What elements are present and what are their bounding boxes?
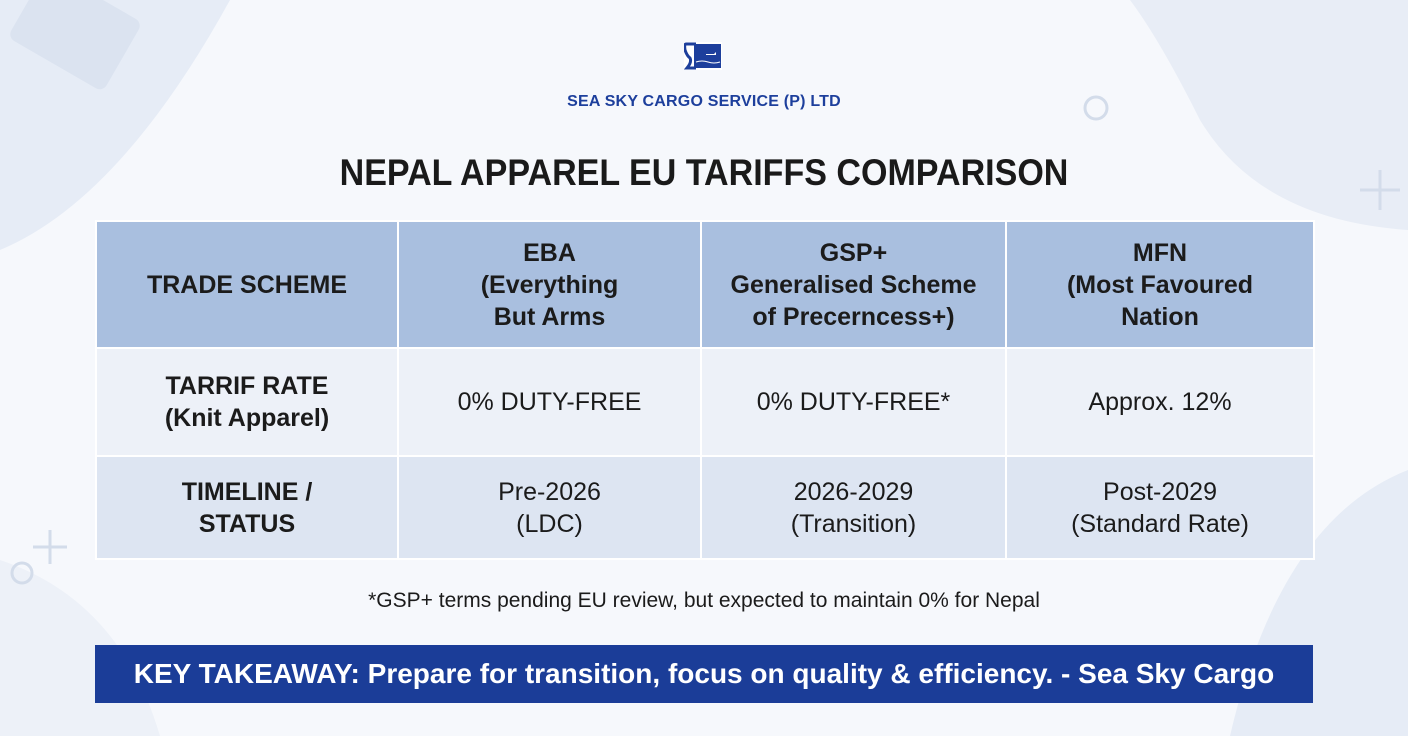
header-text: Generalised Scheme [730, 270, 977, 299]
key-takeaway-banner: KEY TAKEAWAY: Prepare for transition, fo… [95, 645, 1313, 703]
footnote: *GSP+ terms pending EU review, but expec… [368, 589, 1040, 612]
page-title: NEPAL APPAREL EU TARIFFS COMPARISON [339, 152, 1069, 193]
cell-gsp-plus: 0% DUTY-FREE* [700, 347, 1007, 457]
header-gsp-plus: GSP+ Generalised Scheme of Precerncess+) [700, 220, 1007, 349]
table-row-timeline: TIMELINE / STATUS Pre-2026 (LDC) 2026-2029… [95, 455, 1315, 560]
cell-text: Approx. 12% [1088, 388, 1232, 416]
label-text: (Knit Apparel) [164, 404, 330, 432]
header-text: GSP+ [819, 238, 888, 267]
label-text: STATUS [198, 509, 296, 538]
cell-text: Post-2029 [1103, 477, 1217, 506]
cell-text: (Standard Rate) [1071, 509, 1249, 538]
row-label: TIMELINE / STATUS [95, 455, 399, 560]
header-text: of Precerncess+) [752, 302, 955, 331]
cell-text: 2026-2029 [793, 477, 914, 506]
label-text: TIMELINE / [181, 477, 313, 506]
header-text: But Arms [493, 302, 606, 331]
cell-eba: Pre-2026 (LDC) [397, 455, 702, 560]
cell-text: (Transition) [790, 509, 917, 538]
cell-mfn: Post-2029 (Standard Rate) [1005, 455, 1315, 560]
row-label: TARRIF RATE (Knit Apparel) [95, 347, 399, 457]
cell-eba: 0% DUTY-FREE [397, 347, 702, 457]
header-text: MFN [1132, 238, 1188, 267]
cell-text: Pre-2026 [498, 477, 601, 506]
table-row-tariff-rate: TARRIF RATE (Knit Apparel) 0% DUTY-FREE 0… [95, 347, 1315, 457]
table-header-row: TRADE SCHEME EBA (Everything But Arms GSP+… [95, 220, 1315, 349]
company-name: SEA SKY CARGO SERVICE (P) LTD [567, 93, 841, 110]
tariff-comparison-table: TRADE SCHEME EBA (Everything But Arms GSP+… [95, 220, 1315, 560]
cell-text: 0% DUTY-FREE [457, 388, 642, 416]
header-text: TRADE SCHEME [146, 270, 347, 299]
cell-gsp-plus: 2026-2029 (Transition) [700, 455, 1007, 560]
header-eba: EBA (Everything But Arms [397, 220, 702, 349]
cell-text: 0% DUTY-FREE* [756, 388, 951, 416]
label-text: TARRIF RATE [165, 372, 329, 400]
header-trade-scheme: TRADE SCHEME [95, 220, 399, 349]
header-mfn: MFN (Most Favoured Nation [1005, 220, 1315, 349]
header-text: (Most Favoured [1066, 270, 1254, 299]
cell-mfn: Approx. 12% [1005, 347, 1315, 457]
cell-text: (LDC) [516, 509, 583, 538]
company-logo [684, 42, 722, 70]
header-text: (Everything [480, 270, 619, 299]
takeaway-text: KEY TAKEAWAY: Prepare for transition, fo… [133, 658, 1275, 689]
header-text: EBA [523, 238, 576, 267]
header-text: Nation [1121, 302, 1199, 331]
